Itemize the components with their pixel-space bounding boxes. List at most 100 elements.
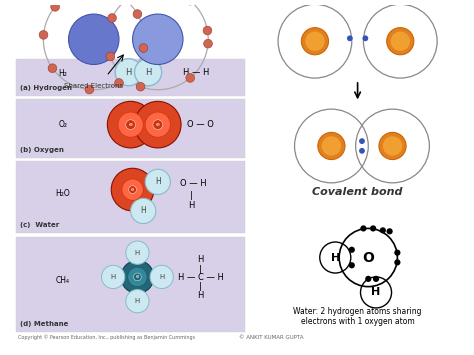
Text: (d) Methane: (d) Methane (20, 321, 68, 327)
Circle shape (186, 73, 194, 82)
Text: Water: 2 hydrogen atoms sharing
electrons with 1 oxygen atom: Water: 2 hydrogen atoms sharing electron… (293, 307, 422, 326)
Text: Shared Electrons: Shared Electrons (64, 83, 123, 89)
Circle shape (126, 241, 149, 264)
Circle shape (186, 0, 194, 5)
Circle shape (135, 102, 181, 148)
Text: e: e (128, 122, 133, 127)
Text: H: H (126, 68, 132, 77)
Circle shape (126, 120, 136, 130)
Circle shape (394, 250, 401, 256)
Circle shape (153, 120, 163, 130)
Circle shape (115, 78, 123, 87)
Circle shape (69, 14, 119, 65)
Circle shape (150, 265, 173, 289)
Text: (c)  Water: (c) Water (20, 223, 59, 228)
Circle shape (380, 227, 386, 234)
Circle shape (360, 225, 366, 231)
Text: H: H (140, 207, 146, 215)
Text: e: e (136, 274, 139, 279)
Text: O₂: O₂ (58, 120, 67, 129)
Text: e: e (156, 122, 160, 127)
Circle shape (131, 198, 156, 224)
Circle shape (133, 10, 142, 18)
Circle shape (128, 186, 137, 193)
Text: |: | (199, 282, 202, 291)
Circle shape (387, 28, 414, 55)
Text: H: H (110, 274, 116, 280)
Text: H: H (145, 68, 151, 77)
Text: O: O (362, 251, 374, 264)
Text: H: H (372, 288, 381, 297)
Text: O — O: O — O (187, 120, 214, 129)
Circle shape (107, 102, 154, 148)
Circle shape (363, 36, 368, 41)
FancyBboxPatch shape (16, 237, 245, 332)
Circle shape (394, 259, 401, 266)
Circle shape (135, 59, 162, 86)
Circle shape (359, 138, 365, 144)
Circle shape (203, 26, 212, 35)
Circle shape (121, 261, 154, 294)
Circle shape (391, 32, 410, 51)
Text: |: | (199, 265, 202, 274)
Text: H: H (155, 178, 161, 186)
Circle shape (111, 168, 154, 211)
FancyBboxPatch shape (16, 99, 245, 158)
FancyBboxPatch shape (16, 162, 245, 233)
Text: (a) Hydrogen: (a) Hydrogen (20, 85, 72, 91)
Text: H: H (159, 274, 164, 280)
Circle shape (126, 290, 149, 313)
Text: © ANKIT KUMAR GUPTA: © ANKIT KUMAR GUPTA (239, 335, 303, 340)
Text: Covalent bond: Covalent bond (312, 187, 403, 197)
Text: O — H: O — H (181, 179, 207, 188)
Circle shape (48, 64, 57, 72)
Circle shape (122, 179, 143, 200)
Text: H — H: H — H (183, 68, 210, 77)
Circle shape (145, 112, 170, 137)
Text: CH₄: CH₄ (56, 276, 70, 285)
Text: H: H (197, 255, 204, 264)
Circle shape (359, 148, 365, 154)
Circle shape (301, 28, 328, 55)
Circle shape (101, 265, 125, 289)
Text: H — C — H: H — C — H (178, 273, 223, 282)
Text: H₂O: H₂O (55, 189, 70, 198)
Circle shape (133, 14, 183, 65)
Circle shape (379, 132, 406, 159)
Circle shape (373, 276, 379, 282)
Circle shape (349, 262, 355, 268)
Circle shape (51, 2, 60, 11)
Circle shape (106, 52, 115, 61)
Text: H: H (197, 291, 204, 300)
Circle shape (386, 228, 393, 234)
FancyBboxPatch shape (16, 59, 245, 95)
Text: |: | (190, 191, 193, 200)
Circle shape (383, 136, 402, 156)
Circle shape (305, 32, 325, 51)
Circle shape (136, 82, 145, 91)
Circle shape (118, 112, 143, 137)
Text: H: H (189, 201, 195, 210)
Circle shape (365, 276, 371, 282)
Circle shape (145, 169, 170, 195)
Text: (b) Oxygen: (b) Oxygen (20, 147, 64, 153)
Circle shape (115, 59, 142, 86)
Circle shape (347, 36, 353, 41)
Text: Copyright © Pearson Education, Inc., publishing as Benjamin Cummings: Copyright © Pearson Education, Inc., pub… (18, 334, 195, 340)
Circle shape (322, 136, 341, 156)
Circle shape (134, 273, 141, 281)
Circle shape (318, 132, 345, 159)
Circle shape (204, 39, 212, 48)
Circle shape (108, 13, 117, 22)
Circle shape (128, 267, 147, 286)
Text: H: H (135, 250, 140, 256)
Text: H: H (135, 298, 140, 304)
Circle shape (39, 31, 48, 39)
Circle shape (139, 44, 148, 53)
Circle shape (370, 225, 376, 231)
Text: e: e (131, 187, 134, 192)
Circle shape (85, 85, 94, 94)
Text: H₂: H₂ (58, 69, 67, 78)
Text: H: H (331, 252, 340, 263)
Circle shape (349, 247, 355, 253)
